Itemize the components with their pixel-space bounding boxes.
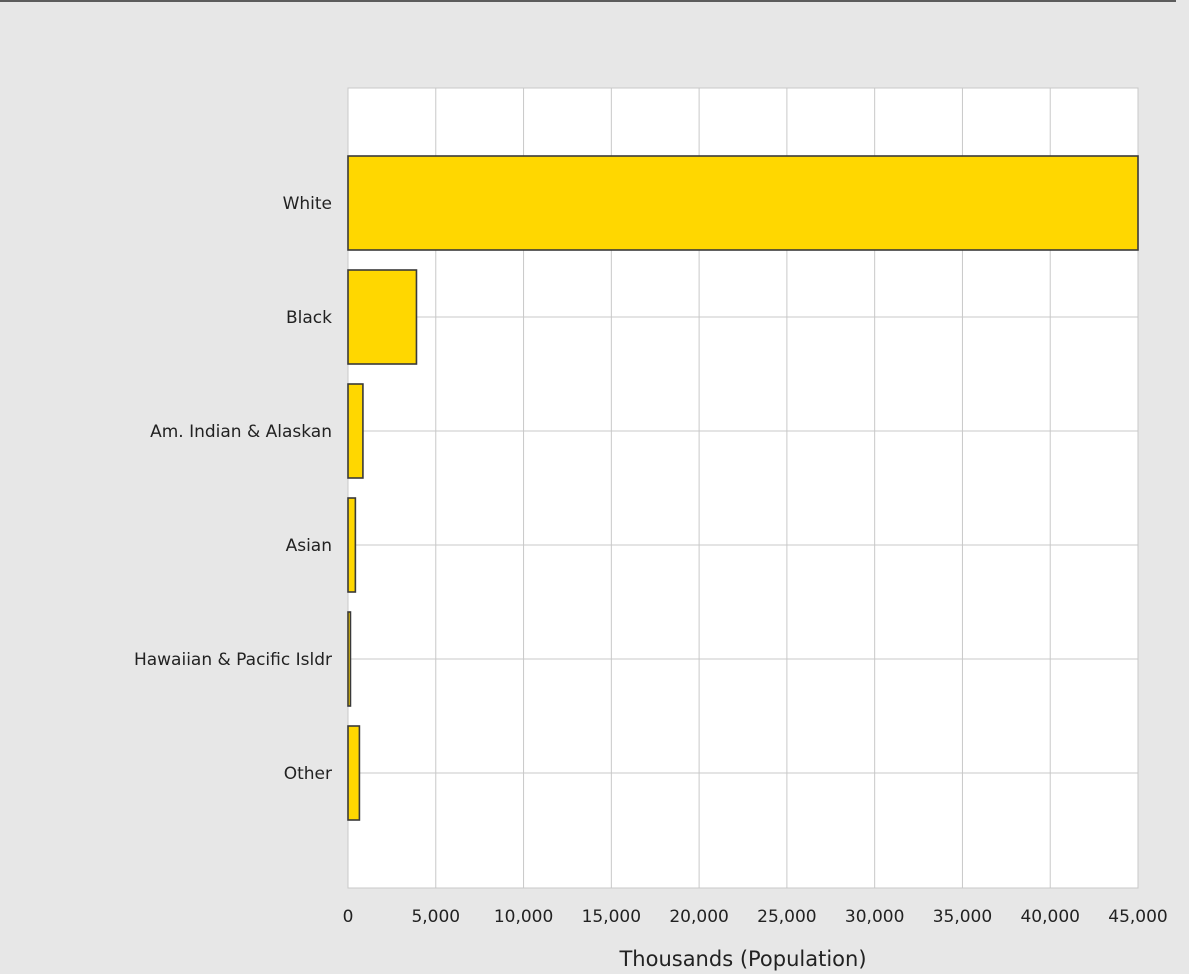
x-tick-label: 5,000 <box>411 907 460 927</box>
category-label: White <box>283 194 332 214</box>
category-label: Other <box>284 764 332 784</box>
bar-hawaiian-pacific-isldr <box>347 611 352 707</box>
x-tick-label: 20,000 <box>669 907 728 927</box>
bars <box>347 155 1139 821</box>
x-axis-title: Thousands (Population) <box>618 947 866 971</box>
x-tick-label: 45,000 <box>1108 907 1167 927</box>
x-tick-label: 40,000 <box>1020 907 1079 927</box>
category-label: Am. Indian & Alaskan <box>150 422 332 442</box>
x-tick-label: 15,000 <box>582 907 641 927</box>
x-tick-label: 30,000 <box>845 907 904 927</box>
x-tick-label: 0 <box>343 907 354 927</box>
bar-am-indian-alaskan <box>347 383 364 479</box>
bar-white <box>347 155 1139 251</box>
bar-black <box>347 269 418 365</box>
x-tick-label: 35,000 <box>933 907 992 927</box>
category-labels: White Black Am. Indian & Alaskan Asian Hawai… <box>134 194 332 784</box>
x-tick-label: 25,000 <box>757 907 816 927</box>
bar-asian <box>347 497 357 593</box>
bar-other <box>347 725 361 821</box>
category-label: Hawaiian & Pacific Isldr <box>134 650 332 670</box>
category-label: Asian <box>286 536 332 556</box>
top-divider <box>0 0 1176 2</box>
category-label: Black <box>286 308 332 328</box>
x-tick-label: 10,000 <box>494 907 553 927</box>
plot-border <box>347 87 1139 889</box>
x-tick-labels: 0 5,000 10,000 15,000 20,000 25,000 30,000 35,0… <box>343 907 1168 927</box>
